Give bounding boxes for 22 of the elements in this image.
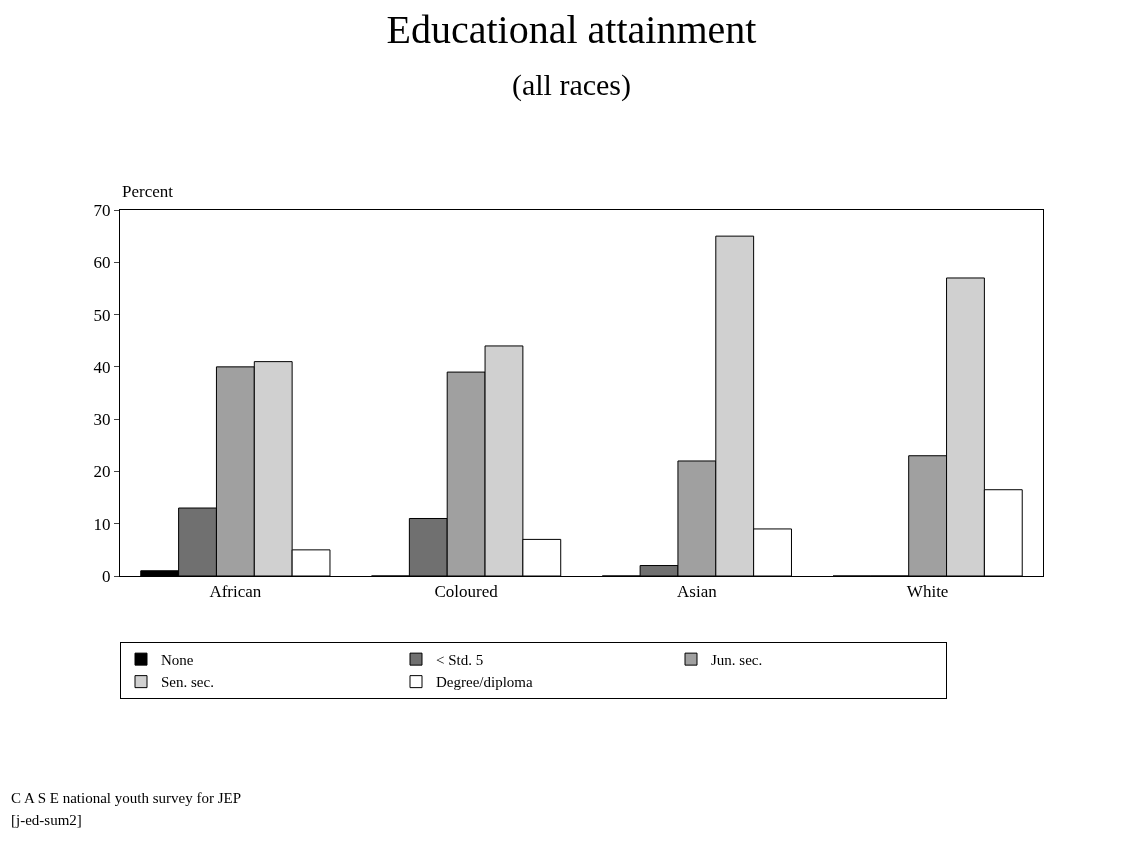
x-tick-label: Asian (677, 582, 718, 602)
text: C A S E national youth survey for JEP (11, 790, 241, 806)
y-tick-label: 60 (93, 253, 111, 273)
y-tick-label: 50 (93, 305, 111, 325)
legend-label: Sen. sec. (161, 674, 214, 691)
y-tick-label: 20 (93, 462, 111, 482)
text: [j-ed-sum2] (11, 812, 82, 828)
x-tick-label: White (906, 582, 949, 602)
y-tick-label: 40 (93, 357, 111, 377)
legend-label: Jun. sec. (711, 651, 763, 668)
x-tick-label: Coloured (434, 582, 499, 602)
y-tick-label: 70 (93, 200, 111, 220)
chart-title: Educational attainment (386, 7, 757, 53)
x-tick-label: African (209, 582, 262, 602)
chart-subtitle: (all races) (511, 68, 632, 103)
legend-label: Degree/diploma (436, 674, 533, 691)
legend-label: None (161, 651, 194, 668)
y-axis-title: Percent (122, 182, 174, 201)
y-tick-label: 30 (93, 410, 111, 430)
legend-label: < Std. 5 (436, 651, 484, 668)
y-tick-label: 10 (93, 514, 111, 534)
y-tick-label: 0 (102, 566, 111, 586)
